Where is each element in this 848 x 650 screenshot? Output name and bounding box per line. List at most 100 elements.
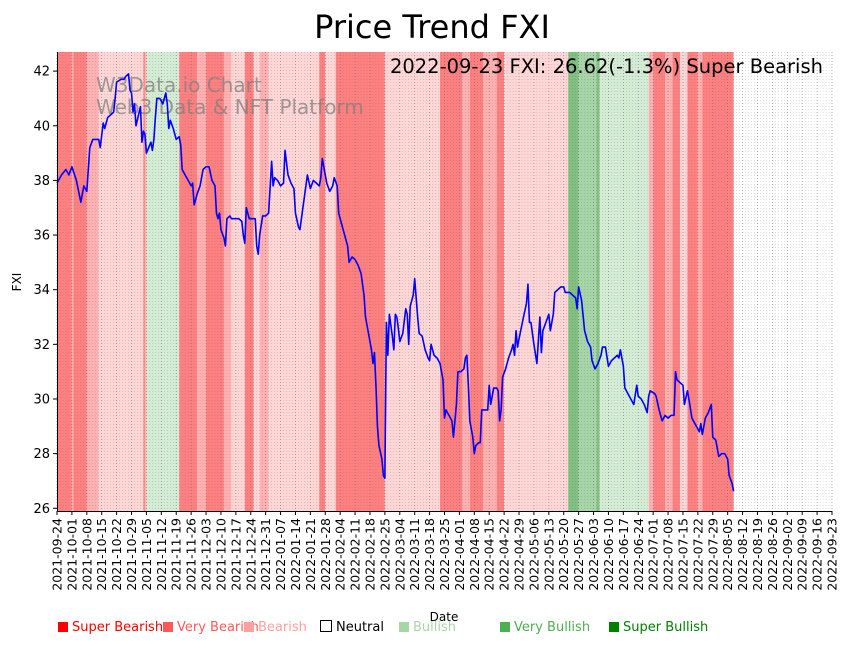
x-tick-label: 2022-04-22 <box>497 518 512 591</box>
legend-item: Super Bearish <box>58 620 163 635</box>
x-tick-label: 2021-12-03 <box>199 518 214 591</box>
legend-label: Bearish <box>258 620 307 635</box>
legend-label: Super Bullish <box>623 620 709 635</box>
band-bullish_light <box>599 52 649 511</box>
legend-item: Bearish <box>244 620 307 635</box>
band-very_bearish <box>319 52 326 511</box>
x-tick-label: 2022-01-07 <box>273 518 288 591</box>
band-bearish <box>462 52 470 511</box>
legend-swatch <box>500 622 510 632</box>
y-tick-label: 34 <box>33 283 50 298</box>
band-bearish <box>71 52 74 511</box>
legend-swatch <box>58 622 68 632</box>
x-tick-label: 2022-07-01 <box>646 518 661 591</box>
legend-swatch <box>163 622 173 632</box>
x-tick-label: 2021-10-08 <box>79 518 94 591</box>
x-tick-label: 2022-04-29 <box>512 518 527 591</box>
band-bearish <box>483 52 497 511</box>
legend-label: Super Bearish <box>72 620 164 635</box>
legend-label: Bullish <box>413 620 457 635</box>
x-tick-label: 2022-05-06 <box>526 518 541 591</box>
band-neutral_pink <box>384 52 441 511</box>
x-tick-label: 2022-04-01 <box>452 518 467 591</box>
x-tick-label: 2022-09-02 <box>780 518 795 591</box>
band-neutral_pink <box>679 52 688 511</box>
legend-item: Super Bullish <box>609 620 708 635</box>
legend-item: Bullish <box>399 620 456 635</box>
legend-item: Very Bullish <box>500 620 590 635</box>
band-bullish_mid <box>578 52 597 511</box>
band-bearish <box>697 52 703 511</box>
y-tick-label: 28 <box>33 447 50 462</box>
legend-label: Very Bullish <box>514 620 591 635</box>
band-very_bearish <box>653 52 666 511</box>
x-tick-label: 2022-06-03 <box>586 518 601 591</box>
band-neutral_pink <box>231 52 245 511</box>
x-tick-label: 2022-08-26 <box>765 518 780 591</box>
x-tick-label: 2021-11-19 <box>169 518 184 591</box>
x-tick-label: 2022-07-29 <box>705 518 720 591</box>
x-tick-label: 2021-11-05 <box>139 518 154 591</box>
background-bands <box>57 52 734 511</box>
x-tick-label: 2022-07-22 <box>690 518 705 591</box>
x-tick-label: 2021-10-01 <box>64 518 79 591</box>
y-tick-label: 36 <box>33 229 50 244</box>
x-tick-label: 2022-05-20 <box>556 518 571 591</box>
x-tick-label: 2022-05-27 <box>571 518 586 591</box>
x-tick-label: 2022-08-05 <box>720 518 735 591</box>
y-tick-label: 26 <box>33 502 50 517</box>
band-bullish_light <box>146 52 180 511</box>
y-tick-label: 38 <box>33 174 50 189</box>
band-very_bearish <box>73 52 87 511</box>
x-tick-label: 2022-03-04 <box>392 518 407 591</box>
x-tick-label: 2022-03-18 <box>422 518 437 591</box>
x-tick-label: 2021-10-29 <box>124 518 139 591</box>
x-tick-label: 2022-03-11 <box>407 518 422 591</box>
y-tick-label: 40 <box>33 119 50 134</box>
x-tick-label: 2022-09-23 <box>825 518 840 591</box>
x-tick-label: 2022-02-11 <box>348 518 363 591</box>
band-very_bearish <box>206 52 224 511</box>
legend-label: Neutral <box>336 620 384 635</box>
x-tick-label: 2022-01-28 <box>318 518 333 591</box>
band-very_bearish <box>687 52 698 511</box>
x-tick-label: 2021-12-17 <box>228 518 243 591</box>
band-very_bullish <box>596 52 600 511</box>
legend-swatch <box>609 622 619 632</box>
x-tick-label: 2022-09-16 <box>810 518 825 591</box>
band-bearish <box>223 52 232 511</box>
band-neutral_pink <box>98 52 144 511</box>
band-neutral_pink <box>504 52 569 511</box>
band-bearish <box>86 52 99 511</box>
band-very_bearish <box>702 52 734 511</box>
x-axis-label: Date <box>430 610 459 624</box>
band-bearish <box>665 52 673 511</box>
legend-swatch <box>399 622 409 632</box>
y-tick-label: 32 <box>33 338 50 353</box>
watermark-line-1: W3Data.io Chart <box>96 73 262 97</box>
x-tick-label: 2022-02-04 <box>333 518 348 591</box>
band-very_bearish <box>179 52 198 511</box>
band-very_bullish <box>568 52 579 511</box>
legend-item: Neutral <box>320 620 384 635</box>
band-very_bearish <box>440 52 463 511</box>
band-neutral_pink <box>253 52 260 511</box>
band-bearish <box>259 52 269 511</box>
x-tick-label: 2022-02-18 <box>362 518 377 591</box>
band-bearish <box>197 52 207 511</box>
band-very_bearish <box>469 52 484 511</box>
x-tick-label: 2022-01-14 <box>288 518 303 591</box>
x-tick-label: 2022-06-17 <box>616 518 631 591</box>
x-tick-label: 2022-08-12 <box>735 518 750 591</box>
band-very_bearish <box>57 52 72 511</box>
x-tick-label: 2021-12-24 <box>243 518 258 591</box>
chart-annotation: 2022-09-23 FXI: 26.62(-1.3%) Super Beari… <box>390 55 823 78</box>
x-tick-label: 2022-04-08 <box>467 518 482 591</box>
y-ticks: 26 28 30 32 34 36 38 40 42 <box>33 65 57 517</box>
x-tick-label: 2021-11-26 <box>184 518 199 591</box>
x-tick-label: 2022-07-15 <box>675 518 690 591</box>
band-very_bearish <box>496 52 505 511</box>
x-tick-label: 2021-09-24 <box>50 518 65 591</box>
legend-label: Very Bearish <box>177 620 259 635</box>
